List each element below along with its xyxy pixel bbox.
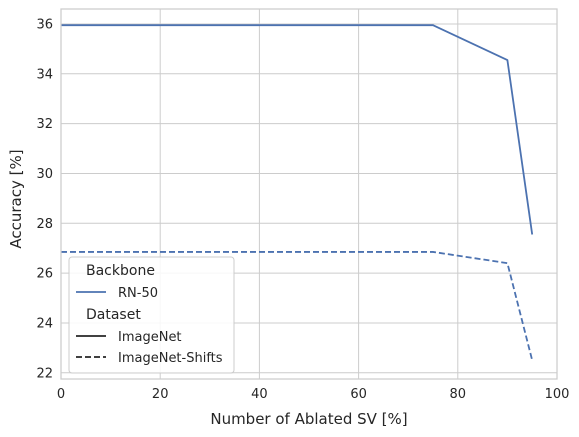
y-tick-label: 26 xyxy=(36,267,53,282)
y-tick-label: 32 xyxy=(36,117,53,132)
y-tick-label: 22 xyxy=(36,366,53,381)
y-tick-label: 30 xyxy=(36,167,53,182)
y-tick-label: 36 xyxy=(36,17,53,32)
legend-title-backbone: Backbone xyxy=(86,263,155,279)
series-lines xyxy=(61,24,534,361)
x-tick-label: 60 xyxy=(350,387,367,402)
legend-label-imagenet-shifts: ImageNet-Shifts xyxy=(118,351,223,366)
legend-title-dataset: Dataset xyxy=(86,307,141,323)
x-tick-label: 20 xyxy=(152,387,169,402)
y-tick-label: 34 xyxy=(36,67,53,82)
y-axis-label: Accuracy [%] xyxy=(7,149,25,248)
x-tick-label: 0 xyxy=(57,387,65,402)
axes-frame xyxy=(60,8,558,380)
legend: Backbone RN-50 Dataset ImageNet ImageNet… xyxy=(68,256,235,374)
legend-box xyxy=(68,256,235,374)
x-tick-label: 40 xyxy=(251,387,268,402)
x-axis-label: Number of Ablated SV [%] xyxy=(210,410,407,428)
tick-labels: 0 20 40 60 80 100 22 24 26 28 30 32 34 36 xyxy=(36,17,569,402)
series-line-imagenet-shifts xyxy=(61,251,534,361)
legend-label-imagenet: ImageNet xyxy=(118,330,182,345)
series-line-imagenet xyxy=(61,24,534,235)
plot-frame xyxy=(60,8,558,380)
y-tick-label: 28 xyxy=(36,217,53,232)
y-tick-label: 24 xyxy=(36,316,53,331)
x-tick-label: 80 xyxy=(450,387,467,402)
x-tick-label: 100 xyxy=(545,387,570,402)
legend-label-rn50: RN-50 xyxy=(118,286,158,301)
